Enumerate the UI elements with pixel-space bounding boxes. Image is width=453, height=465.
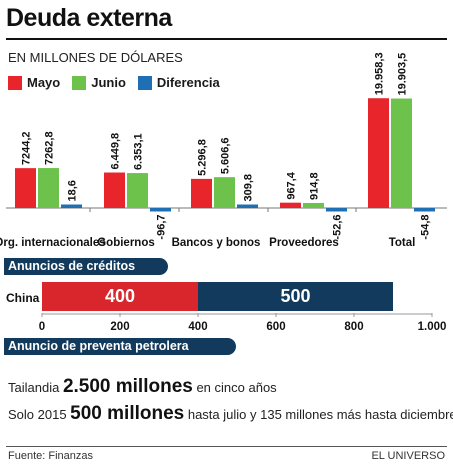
footer-brand: EL UNIVERSO bbox=[371, 450, 445, 462]
category-label-0: Org. internacionales bbox=[0, 237, 106, 249]
value-label-diferencia-1: -96,7 bbox=[156, 215, 168, 240]
preventa-banner-label: Anuncio de preventa petrolera bbox=[8, 339, 189, 353]
legend-swatch-mayo bbox=[8, 75, 22, 90]
value-label-diferencia-4: -54,8 bbox=[420, 215, 432, 240]
category-label-3: Proveedores bbox=[269, 237, 339, 249]
value-label-junio-1: 6.353,1 bbox=[133, 133, 145, 170]
value-label-diferencia-2: 309,8 bbox=[243, 174, 255, 202]
preventa-line2-lead: Solo 2015 bbox=[8, 407, 71, 422]
legend-item-diferencia: Diferencia bbox=[137, 75, 220, 90]
bar-diferencia-2 bbox=[237, 204, 258, 208]
credit-segment-0 bbox=[42, 282, 198, 311]
credit-category-label: China bbox=[6, 291, 40, 305]
credit-segment-1 bbox=[198, 282, 393, 311]
bar-diferencia-3 bbox=[326, 208, 347, 212]
title-underline bbox=[6, 38, 447, 40]
footer-rule bbox=[6, 446, 447, 447]
bar-junio-0 bbox=[38, 168, 59, 208]
value-label-mayo-4: 19.958,3 bbox=[374, 52, 386, 95]
bar-junio-3 bbox=[303, 202, 324, 208]
category-label-1: Gobiernos bbox=[97, 237, 155, 249]
bar-mayo-4 bbox=[368, 98, 389, 208]
bar-mayo-3 bbox=[280, 202, 301, 208]
value-label-junio-0: 7262,8 bbox=[44, 131, 56, 165]
chart-title: Deuda externa bbox=[6, 4, 172, 32]
bar-diferencia-0 bbox=[61, 204, 82, 208]
legend-swatch-diferencia bbox=[137, 75, 152, 90]
creditos-banner-label: Anuncios de créditos bbox=[8, 259, 136, 273]
bar-mayo-2 bbox=[191, 178, 212, 208]
chart-subtitle: EN MILLONES DE DÓLARES bbox=[8, 50, 183, 65]
footer-source: Fuente: Finanzas bbox=[8, 450, 93, 462]
category-label-4: Total bbox=[389, 237, 416, 249]
preventa-line2-tail: hasta julio y 135 millones más hasta dic… bbox=[184, 407, 453, 422]
credit-tick-label-5: 1.000 bbox=[418, 321, 447, 333]
bar-junio-2 bbox=[214, 177, 235, 208]
credit-tick-label-0: 0 bbox=[39, 321, 45, 333]
value-label-mayo-1: 6.449,8 bbox=[110, 133, 122, 170]
value-label-mayo-3: 967,4 bbox=[286, 171, 298, 199]
value-label-junio-3: 914,8 bbox=[309, 172, 321, 200]
value-label-diferencia-0: 18,6 bbox=[67, 180, 79, 201]
legend-label-junio: Junio bbox=[91, 75, 126, 90]
value-label-junio-4: 19.903,5 bbox=[397, 53, 409, 96]
credit-tick-label-3: 600 bbox=[266, 321, 285, 333]
value-label-mayo-0: 7244,2 bbox=[21, 132, 33, 166]
credit-tick-label-2: 400 bbox=[188, 321, 207, 333]
value-label-junio-2: 5.606,6 bbox=[220, 137, 232, 174]
legend-label-mayo: Mayo bbox=[27, 75, 61, 90]
bar-diferencia-1 bbox=[150, 208, 171, 212]
value-label-diferencia-3: -52,6 bbox=[332, 215, 344, 240]
preventa-line1-lead: Tailandia bbox=[8, 380, 63, 395]
preventa-banner: Anuncio de preventa petrolera bbox=[4, 338, 236, 355]
bar-mayo-1 bbox=[104, 172, 125, 208]
legend-swatch-junio bbox=[72, 75, 87, 90]
bar-diferencia-4 bbox=[414, 208, 435, 212]
bar-mayo-0 bbox=[15, 168, 36, 208]
credit-segment-label-0: 400 bbox=[105, 286, 135, 306]
preventa-line-2015: Solo 2015 500 millones hasta julio y 135… bbox=[8, 403, 453, 425]
creditos-banner: Anuncios de créditos bbox=[4, 258, 168, 275]
preventa-line-tailandia: Tailandia 2.500 millones en cinco años bbox=[8, 376, 277, 398]
value-label-mayo-2: 5.296,8 bbox=[197, 139, 209, 176]
legend-item-mayo: Mayo bbox=[8, 75, 60, 90]
category-label-2: Bancos y bonos bbox=[172, 237, 261, 249]
preventa-line1-tail: en cinco años bbox=[192, 380, 277, 395]
credit-segment-label-1: 500 bbox=[280, 286, 310, 306]
bar-junio-4 bbox=[391, 98, 412, 208]
credit-tick-label-1: 200 bbox=[110, 321, 129, 333]
legend-item-junio: Junio bbox=[72, 75, 126, 90]
legend: Mayo Junio Diferencia bbox=[8, 75, 232, 90]
preventa-line1-amount: 2.500 millones bbox=[62, 376, 193, 397]
preventa-line2-amount: 500 millones bbox=[70, 403, 185, 424]
legend-label-diferencia: Diferencia bbox=[156, 75, 220, 90]
credit-tick-label-4: 800 bbox=[344, 321, 363, 333]
bar-junio-1 bbox=[127, 173, 148, 208]
